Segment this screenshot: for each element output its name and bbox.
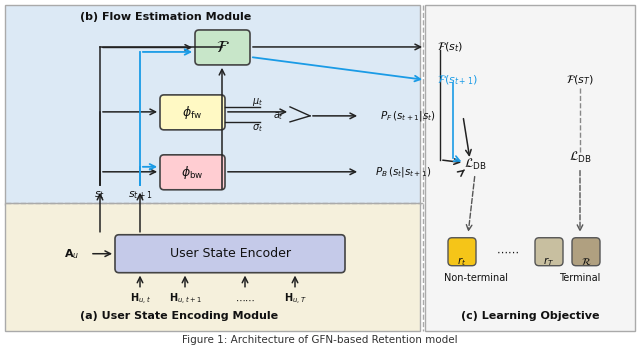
Text: (b) Flow Estimation Module: (b) Flow Estimation Module bbox=[80, 12, 252, 22]
Text: Non-terminal: Non-terminal bbox=[444, 273, 508, 283]
Text: Figure 1: Architecture of GFN-based Retention model: Figure 1: Architecture of GFN-based Rete… bbox=[182, 335, 458, 345]
FancyBboxPatch shape bbox=[115, 235, 345, 273]
FancyBboxPatch shape bbox=[535, 238, 563, 266]
Text: $\mathcal{F}(s_t)$: $\mathcal{F}(s_t)$ bbox=[437, 40, 463, 54]
Text: $\mathbf{H}_{u,t+1}$: $\mathbf{H}_{u,t+1}$ bbox=[168, 292, 202, 307]
Text: $\phi_{\rm fw}$: $\phi_{\rm fw}$ bbox=[182, 104, 203, 121]
Text: $\sigma_t$: $\sigma_t$ bbox=[253, 122, 264, 134]
Text: $\mathbf{H}_{u,T}$: $\mathbf{H}_{u,T}$ bbox=[284, 292, 307, 307]
Bar bbox=[5, 5, 420, 205]
Text: $a_t$: $a_t$ bbox=[273, 110, 284, 122]
Text: $\mathcal{F}(s_T)$: $\mathcal{F}(s_T)$ bbox=[566, 73, 594, 87]
Text: $\cdots\cdots$: $\cdots\cdots$ bbox=[495, 247, 518, 257]
FancyBboxPatch shape bbox=[572, 238, 600, 266]
Text: $s_{t+1}$: $s_{t+1}$ bbox=[127, 189, 152, 201]
Bar bbox=[5, 203, 420, 331]
Text: $\mathcal{R}$: $\mathcal{R}$ bbox=[580, 256, 591, 267]
Text: Terminal: Terminal bbox=[559, 273, 601, 283]
Text: $\phi_{\rm bw}$: $\phi_{\rm bw}$ bbox=[181, 164, 204, 181]
FancyBboxPatch shape bbox=[160, 95, 225, 130]
Text: $\mathcal{L}_{\rm DB}$: $\mathcal{L}_{\rm DB}$ bbox=[568, 150, 591, 165]
Text: $r_t$: $r_t$ bbox=[458, 255, 467, 268]
Text: User State Encoder: User State Encoder bbox=[170, 247, 291, 260]
Text: (a) User State Encoding Module: (a) User State Encoding Module bbox=[80, 311, 278, 321]
Text: $P_B\,(s_t|s_{t+1})$: $P_B\,(s_t|s_{t+1})$ bbox=[375, 165, 431, 179]
Text: $\cdots\cdots$: $\cdots\cdots$ bbox=[235, 295, 255, 305]
Text: $\mathbf{A}_u$: $\mathbf{A}_u$ bbox=[65, 247, 79, 261]
Text: $\mathcal{L}_{\rm DB}$: $\mathcal{L}_{\rm DB}$ bbox=[463, 157, 486, 172]
FancyBboxPatch shape bbox=[195, 30, 250, 65]
Text: $P_F\,(s_{t+1}|s_t)$: $P_F\,(s_{t+1}|s_t)$ bbox=[380, 109, 436, 123]
Bar bbox=[425, 5, 635, 331]
Text: $\mathcal{F}(s_{t+1})$: $\mathcal{F}(s_{t+1})$ bbox=[437, 73, 477, 87]
Text: $\mathcal{F}$: $\mathcal{F}$ bbox=[216, 38, 229, 56]
Text: $s_t$: $s_t$ bbox=[95, 189, 106, 201]
FancyBboxPatch shape bbox=[160, 155, 225, 190]
Text: $\mathbf{H}_{u,t}$: $\mathbf{H}_{u,t}$ bbox=[129, 292, 150, 307]
Text: (c) Learning Objective: (c) Learning Objective bbox=[461, 311, 599, 321]
Text: $r_T$: $r_T$ bbox=[543, 255, 555, 268]
Text: $\mu_t$: $\mu_t$ bbox=[252, 96, 264, 108]
FancyBboxPatch shape bbox=[448, 238, 476, 266]
